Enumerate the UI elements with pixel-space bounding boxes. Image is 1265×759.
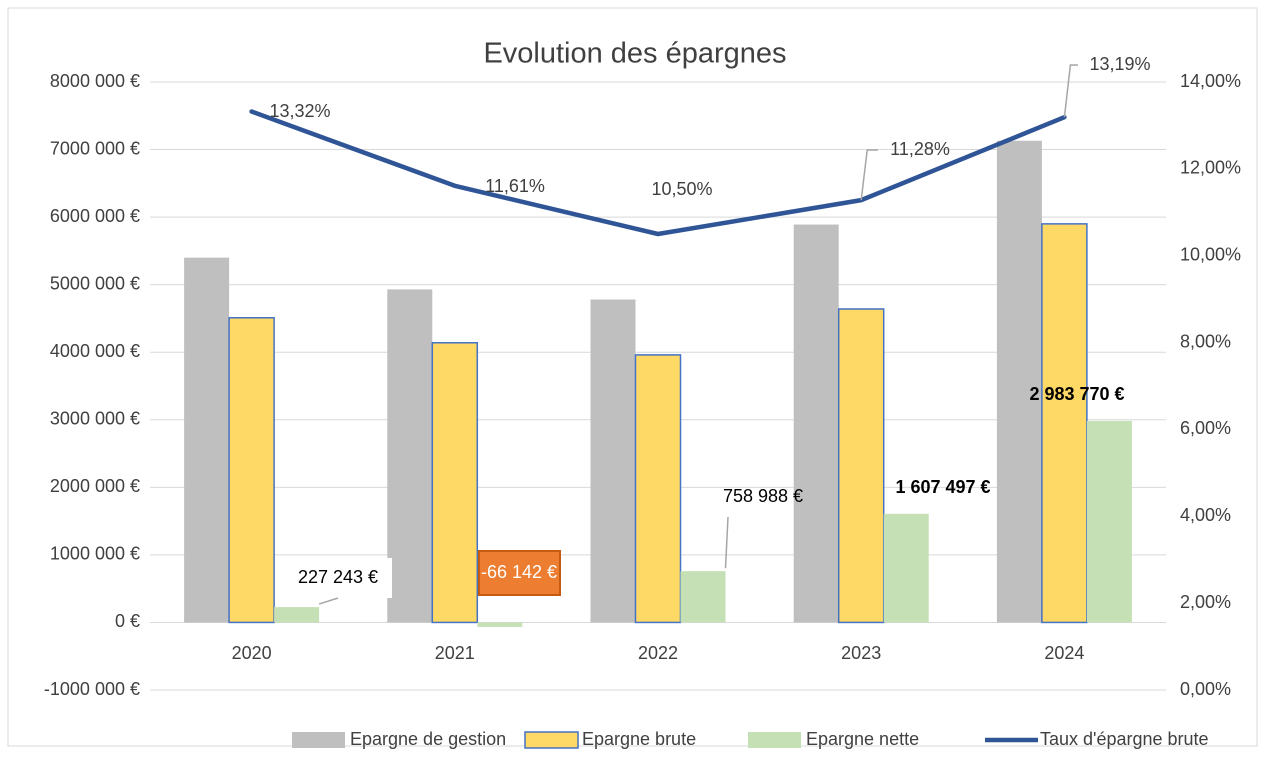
rate-label: 11,28% [890, 139, 950, 159]
y-tick-label: 4000 000 € [50, 341, 140, 361]
legend-swatch [748, 732, 801, 748]
y2-tick-label: 2,00% [1180, 592, 1231, 612]
y2-tick-label: 8,00% [1180, 331, 1231, 351]
y2-tick-label: 4,00% [1180, 505, 1231, 525]
bar [793, 224, 839, 623]
value-label: 758 988 € [723, 486, 803, 506]
y2-tick-label: 14,00% [1180, 71, 1241, 91]
legend-label: Taux d'épargne brute [1040, 729, 1209, 749]
bar [274, 607, 320, 623]
x-tick-label: 2024 [1044, 643, 1084, 663]
legend-label: Epargne de gestion [350, 729, 506, 749]
bar [634, 354, 682, 624]
value-label: 1 607 497 € [895, 477, 990, 497]
y-tick-label: 8000 000 € [50, 71, 140, 91]
bar [431, 342, 479, 624]
bar [1041, 223, 1088, 624]
bar [387, 289, 433, 623]
rate-label: 13,32% [269, 101, 330, 121]
bar [184, 257, 230, 623]
leader-line [724, 516, 729, 569]
y-tick-label: 2000 000 € [50, 476, 140, 496]
bar [477, 622, 523, 627]
y-tick-label: 5000 000 € [50, 273, 140, 293]
value-label: 227 243 € [298, 567, 378, 587]
y-tick-label: 6000 000 € [50, 206, 140, 226]
rate-line [249, 109, 1067, 237]
leader-line [860, 149, 878, 201]
rate-label: 11,61% [485, 176, 545, 196]
y-tick-label: 3000 000 € [50, 409, 140, 429]
bar [837, 308, 885, 624]
bar [1086, 420, 1132, 623]
y2-tick-label: 6,00% [1180, 418, 1231, 438]
rate-label: 13,19% [1089, 54, 1150, 74]
bar [228, 317, 275, 624]
legend-swatch [292, 732, 345, 748]
label-box [284, 558, 392, 598]
value-label: 2 983 770 € [1029, 384, 1124, 404]
rate-label: 10,50% [651, 179, 712, 199]
legend-swatch [524, 731, 579, 749]
bar [680, 571, 726, 623]
x-tick-label: 2022 [638, 643, 678, 663]
y-tick-label: 0 € [115, 611, 140, 631]
legend-label: Epargne nette [806, 729, 919, 749]
y2-tick-label: 0,00% [1180, 679, 1231, 699]
chart-title: Evolution des épargnes [483, 38, 786, 70]
leader-line [1063, 64, 1078, 118]
value-label: -66 142 € [481, 562, 557, 582]
y-tick-label: -1000 000 € [44, 679, 140, 699]
x-tick-label: 2023 [841, 643, 881, 663]
bar [883, 513, 929, 623]
bar [590, 299, 636, 623]
legend-label: Epargne brute [582, 729, 696, 749]
x-tick-label: 2021 [435, 643, 475, 663]
leader-line [318, 597, 339, 605]
x-tick-label: 2020 [232, 643, 272, 663]
y-tick-label: 7000 000 € [50, 138, 140, 158]
bar [996, 140, 1042, 623]
label-box [478, 550, 561, 596]
y-tick-label: 1000 000 € [50, 544, 140, 564]
y2-tick-label: 12,00% [1180, 158, 1241, 178]
y2-tick-label: 10,00% [1180, 244, 1241, 264]
